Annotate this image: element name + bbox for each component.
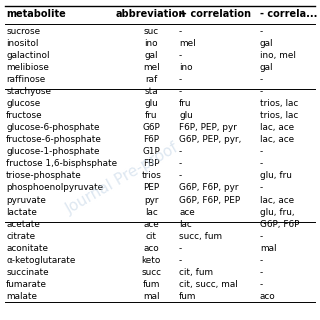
Text: gal: gal (260, 39, 273, 48)
Text: trios, lac: trios, lac (260, 111, 298, 120)
Text: G1P: G1P (142, 147, 160, 156)
Text: mal: mal (143, 292, 160, 301)
Text: ino: ino (144, 39, 158, 48)
Text: -: - (179, 147, 182, 156)
Text: pyr: pyr (144, 196, 158, 204)
Text: cit: cit (146, 232, 157, 241)
Text: glu, fru,: glu, fru, (260, 208, 294, 217)
Text: lactate: lactate (6, 208, 37, 217)
Text: -: - (179, 27, 182, 36)
Text: G6P, F6P, PEP: G6P, F6P, PEP (179, 196, 240, 204)
Text: F6P, PEP, pyr: F6P, PEP, pyr (179, 123, 237, 132)
Text: G6P, PEP, pyr,: G6P, PEP, pyr, (179, 135, 241, 144)
Text: glucose-1-phosphate: glucose-1-phosphate (6, 147, 100, 156)
Text: fructose-6-phosphate: fructose-6-phosphate (6, 135, 102, 144)
Text: ace: ace (143, 220, 159, 228)
Text: -: - (260, 183, 263, 192)
Text: -: - (179, 87, 182, 96)
Text: α-ketoglutarate: α-ketoglutarate (6, 256, 76, 265)
Text: -: - (260, 268, 263, 277)
Text: pyruvate: pyruvate (6, 196, 46, 204)
Text: gal: gal (260, 63, 273, 72)
Text: citrate: citrate (6, 232, 35, 241)
Text: mel: mel (143, 63, 160, 72)
Text: malate: malate (6, 292, 37, 301)
Text: - correla...: - correla... (260, 9, 317, 19)
Text: acetate: acetate (6, 220, 40, 228)
Text: inositol: inositol (6, 39, 38, 48)
Text: ino: ino (179, 63, 193, 72)
Text: fru: fru (179, 99, 192, 108)
Text: succ, fum: succ, fum (179, 232, 222, 241)
Text: FBP: FBP (143, 159, 160, 168)
Text: triose-phosphate: triose-phosphate (6, 172, 82, 180)
Text: lac, ace: lac, ace (260, 196, 294, 204)
Text: Journal Pre-proof: Journal Pre-proof (63, 140, 181, 217)
Text: glu, fru: glu, fru (260, 172, 292, 180)
Text: fru: fru (145, 111, 157, 120)
Text: -: - (260, 159, 263, 168)
Text: + correlation: + correlation (179, 9, 251, 19)
Text: ace: ace (179, 208, 195, 217)
Text: raffinose: raffinose (6, 75, 45, 84)
Text: sucrose: sucrose (6, 27, 40, 36)
Text: gal: gal (145, 51, 158, 60)
Text: cit, fum: cit, fum (179, 268, 213, 277)
Text: -: - (179, 256, 182, 265)
Text: fum: fum (142, 280, 160, 289)
Text: -: - (260, 256, 263, 265)
Text: sta: sta (144, 87, 158, 96)
Text: succ: succ (141, 268, 161, 277)
Text: glucose: glucose (6, 99, 40, 108)
Text: F6P: F6P (143, 135, 159, 144)
Text: mel: mel (179, 39, 196, 48)
Text: -: - (179, 172, 182, 180)
Text: -: - (179, 75, 182, 84)
Text: -: - (260, 147, 263, 156)
Text: lac, ace: lac, ace (260, 123, 294, 132)
Text: fum: fum (179, 292, 196, 301)
Text: glu: glu (144, 99, 158, 108)
Text: -: - (260, 75, 263, 84)
Text: lac: lac (145, 208, 158, 217)
Text: -: - (179, 51, 182, 60)
Text: suc: suc (144, 27, 159, 36)
Text: lac: lac (179, 220, 192, 228)
Text: aco: aco (143, 244, 159, 253)
Text: stachyose: stachyose (6, 87, 51, 96)
Text: cit, succ, mal: cit, succ, mal (179, 280, 238, 289)
Text: fumarate: fumarate (6, 280, 47, 289)
Text: G6P, F6P, pyr: G6P, F6P, pyr (179, 183, 238, 192)
Text: phosphoenolpyruvate: phosphoenolpyruvate (6, 183, 103, 192)
Text: fructose 1,6-bisphsphate: fructose 1,6-bisphsphate (6, 159, 117, 168)
Text: -: - (260, 280, 263, 289)
Text: keto: keto (141, 256, 161, 265)
Text: PEP: PEP (143, 183, 159, 192)
Text: trios: trios (141, 172, 161, 180)
Text: ino, mel: ino, mel (260, 51, 296, 60)
Text: G6P, F6P: G6P, F6P (260, 220, 299, 228)
Text: succinate: succinate (6, 268, 49, 277)
Text: trios, lac: trios, lac (260, 99, 298, 108)
Text: -: - (260, 27, 263, 36)
Text: G6P: G6P (142, 123, 160, 132)
Text: metabolite: metabolite (6, 9, 66, 19)
Text: -: - (260, 87, 263, 96)
Text: -: - (179, 244, 182, 253)
Text: -: - (179, 159, 182, 168)
Text: aco: aco (260, 292, 276, 301)
Text: glucose-6-phosphate: glucose-6-phosphate (6, 123, 100, 132)
Text: fructose: fructose (6, 111, 43, 120)
Text: mal: mal (260, 244, 276, 253)
Text: galactinol: galactinol (6, 51, 50, 60)
Text: raf: raf (145, 75, 157, 84)
Text: glu: glu (179, 111, 193, 120)
Text: abbreviation: abbreviation (116, 9, 187, 19)
Text: melibiose: melibiose (6, 63, 49, 72)
Text: lac, ace: lac, ace (260, 135, 294, 144)
Text: aconitate: aconitate (6, 244, 48, 253)
Text: -: - (260, 232, 263, 241)
